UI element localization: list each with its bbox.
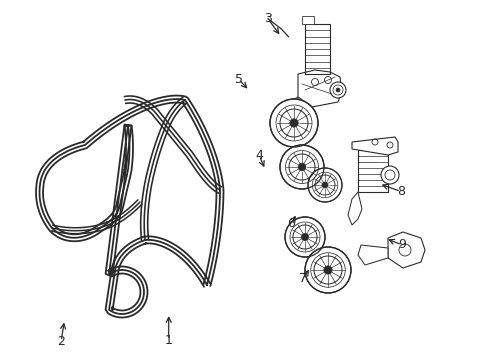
Bar [302,16,313,24]
Bar [305,24,329,74]
Circle shape [280,145,324,189]
Circle shape [307,168,341,202]
Circle shape [305,247,350,293]
Circle shape [335,88,339,92]
Text: 5: 5 [234,73,242,86]
Circle shape [269,99,317,147]
Circle shape [321,182,327,188]
Text: 4: 4 [255,149,263,162]
Text: 2: 2 [57,335,65,348]
Polygon shape [347,192,361,225]
Circle shape [301,233,308,240]
Circle shape [298,163,305,171]
Polygon shape [387,232,424,268]
Circle shape [380,166,398,184]
Bar [357,150,387,192]
Polygon shape [351,137,397,155]
Text: 8: 8 [396,185,404,198]
Text: 1: 1 [164,334,172,347]
Circle shape [285,217,325,257]
Text: 3: 3 [264,12,271,25]
Text: 9: 9 [397,238,405,251]
Circle shape [289,119,298,127]
Text: 6: 6 [286,217,294,230]
Text: 7: 7 [299,273,306,285]
Circle shape [323,266,331,274]
Circle shape [329,82,346,98]
Polygon shape [357,245,387,265]
